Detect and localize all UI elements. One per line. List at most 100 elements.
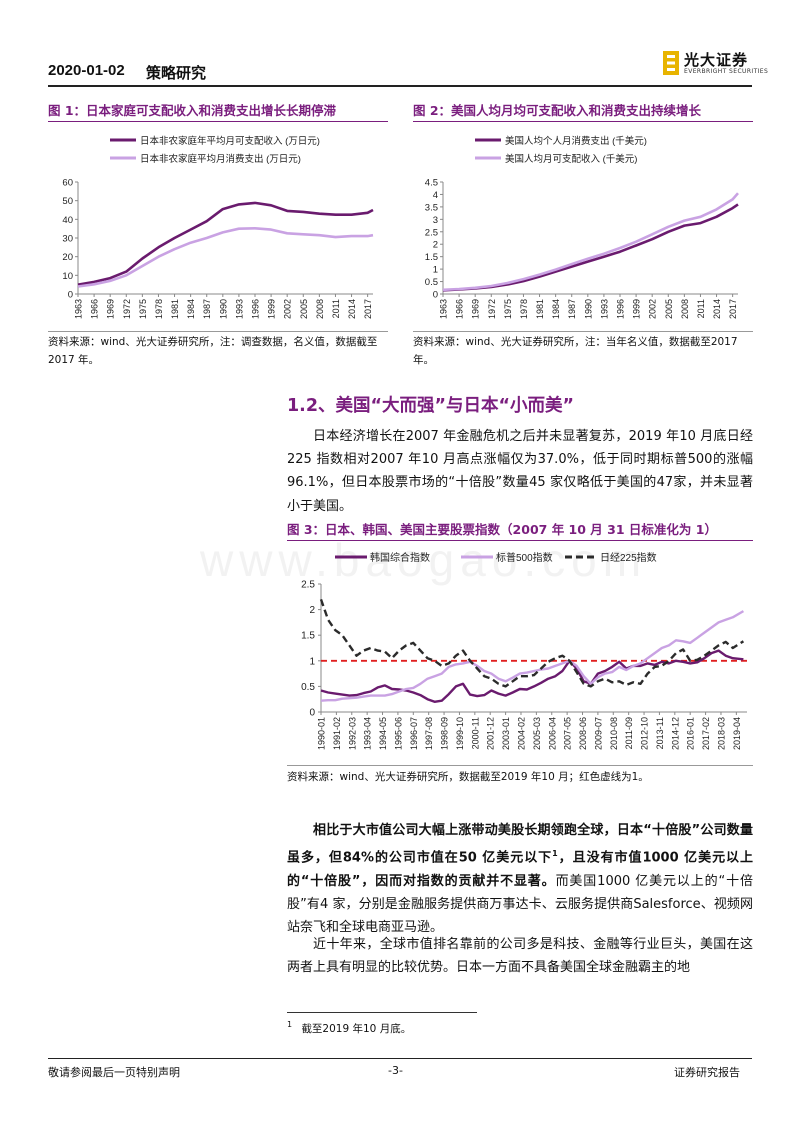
paragraph-2-rest: 而美国1000 亿美元以上的“十倍股”有4 家，分别是金融服务提供商万事达卡、云… bbox=[287, 873, 753, 936]
figure1-x-tick-label: 2017 bbox=[363, 299, 373, 319]
paragraph-1-text: 日本经济增长在2007 年金融危机之后并未显著复苏，2019 年10 月底日经2… bbox=[287, 429, 753, 514]
figure1-y-tick-label: 30 bbox=[62, 234, 73, 245]
figure1-y-tick-label: 10 bbox=[62, 271, 73, 282]
figure2-x-tick-label: 1978 bbox=[519, 299, 529, 319]
figure1-y-tick-label: 20 bbox=[62, 252, 73, 263]
figure3-series-line-2 bbox=[319, 599, 745, 688]
figure3-x-tick-label: 2000-11 bbox=[470, 717, 480, 749]
figure3-x-tick-label: 2019-04 bbox=[732, 717, 742, 750]
figure3-x-tick-label: 2018-03 bbox=[716, 717, 726, 750]
logo-text-en: EVERBRIGHT SECURITIES bbox=[684, 68, 769, 75]
header-rule bbox=[48, 85, 752, 87]
figure2-x-tick-label: 1969 bbox=[471, 299, 481, 319]
figure2-x-tick-label: 2017 bbox=[728, 299, 738, 319]
footnote-ref[interactable]: 1 bbox=[552, 849, 558, 859]
footnote-rule bbox=[287, 1012, 477, 1013]
figure2-legend-label-0: 美国人均个人月消费支出 (千美元) bbox=[505, 135, 647, 147]
paragraph-2-text: 相比于大市值公司大幅上涨带动美股长期领跑全球，日本“十倍股”公司数量虽多，但84… bbox=[287, 819, 753, 939]
footer-disclaimer: 敬请参阅最后一页特别声明 bbox=[48, 1066, 180, 1079]
page-number: -3- bbox=[388, 1064, 403, 1077]
figure1-x-tick-label: 1993 bbox=[234, 299, 244, 319]
figure2-x-tick-label: 1975 bbox=[503, 299, 513, 319]
figure1-x-tick-label: 1981 bbox=[170, 299, 180, 319]
figure2-y-tick-label: 0.5 bbox=[425, 277, 438, 288]
figure3-x-tick-label: 2016-01 bbox=[686, 717, 696, 750]
paragraph-3-text: 近十年来，全球市值排名靠前的公司多是科技、金融等行业巨头，美国在这两者上具有明显… bbox=[287, 937, 753, 976]
figure2-y-tick-label: 3.5 bbox=[425, 202, 438, 213]
figure3-title: 图 3：日本、韩国、美国主要股票指数（2007 年 10 月 31 日标准化为 … bbox=[287, 522, 717, 537]
figure3-x-tick-label: 2008-06 bbox=[578, 717, 588, 750]
figure1-x-tick-label: 1984 bbox=[186, 299, 196, 319]
footnote: 1 截至2019 年10 月底。 bbox=[287, 1020, 411, 1036]
figure3-x-tick-label: 2013-11 bbox=[655, 717, 665, 749]
figure2-y-tick-label: 4 bbox=[433, 190, 438, 201]
figure2-x-tick-label: 1990 bbox=[583, 299, 593, 319]
footnote-number: 1 bbox=[287, 1020, 293, 1029]
paragraph-2-bold-b: ，且没有市值1000 亿美元以上的“十倍股”，因而对指数的贡献并不显著。 bbox=[287, 850, 753, 889]
footer-report-type: 证券研究报告 bbox=[674, 1066, 740, 1079]
figure3-x-tick-label: 2005-03 bbox=[532, 717, 542, 750]
figure2-y-tick-label: 2.5 bbox=[425, 227, 438, 238]
figure1-x-tick-label: 2008 bbox=[315, 299, 325, 319]
figure2-x-tick-label: 2011 bbox=[696, 299, 706, 318]
figure1-title-rule bbox=[48, 121, 388, 122]
figure3-x-tick-label: 2014-12 bbox=[670, 717, 680, 750]
figure2-x-tick-label: 2008 bbox=[680, 299, 690, 319]
footer-rule bbox=[48, 1058, 752, 1059]
figure1-x-tick-label: 2011 bbox=[331, 299, 341, 318]
section-paragraph-2: 相比于大市值公司大幅上涨带动美股长期领跑全球，日本“十倍股”公司数量虽多，但84… bbox=[287, 819, 753, 939]
figure3-x-tick-label: 1990-01 bbox=[317, 717, 327, 750]
footnote-text: 截至2019 年10 月底。 bbox=[301, 1022, 412, 1035]
figure2-x-tick-label: 2005 bbox=[664, 299, 674, 319]
figure2-x-tick-label: 1996 bbox=[616, 299, 626, 319]
figure1-x-tick-label: 1969 bbox=[106, 299, 116, 319]
figure3-legend-label-0: 韩国综合指数 bbox=[370, 551, 430, 564]
paragraph-2-bold-a: 相比于大市值公司大幅上涨带动美股长期领跑全球，日本“十倍股”公司数量虽多，但84… bbox=[287, 823, 753, 866]
figure3-series-line-0 bbox=[320, 649, 744, 704]
figure3-source: 资料来源：wind、光大证券研究所，数据截至2019 年10 月；红色虚线为1。 bbox=[287, 771, 649, 783]
figure3-x-tick-label: 1996-07 bbox=[409, 717, 419, 750]
section-title: 1.2、美国“大而强”与日本“小而美” bbox=[287, 396, 575, 416]
figure3-x-tick-label: 1991-02 bbox=[332, 717, 342, 750]
figure1-y-tick-label: 50 bbox=[62, 196, 73, 207]
figure3-x-tick-label: 2004-02 bbox=[516, 717, 526, 750]
figure2-title: 图 2：美国人均月均可支配收入和消费支出持续增长 bbox=[413, 103, 702, 118]
figure3-legend-label-1: 标普500指数 bbox=[496, 551, 553, 564]
figure3-y-tick-label: 1 bbox=[309, 656, 315, 667]
figure3-chart: 韩国综合指数 标普500指数 日经225指数 0 0.5 1 1.5 2 2.5 1990-01 1… bbox=[301, 551, 751, 750]
figure2-y-tick-label: 3 bbox=[433, 215, 438, 226]
figure3-series-line-1 bbox=[320, 610, 745, 702]
figure3-x-tick-label: 2012-10 bbox=[640, 717, 650, 750]
figure3-y-tick-label: 2 bbox=[309, 605, 315, 616]
figure3-y-tick-label: 2.5 bbox=[301, 580, 315, 591]
report-type: 策略研究 bbox=[146, 64, 207, 82]
figure1-chart: 日本非农家庭年平均月可支配收入 (万日元) 日本非农家庭平均月消费支出 (万日元)… bbox=[62, 135, 374, 319]
report-date: 2020-01-02 bbox=[48, 62, 125, 79]
figure2-x-tick-label: 1984 bbox=[551, 299, 561, 319]
figure1-source: 资料来源：wind、光大证券研究所，注：调查数据，名义值，数据截至2017 年。 bbox=[48, 336, 378, 366]
figure1-x-tick-label: 2005 bbox=[299, 299, 309, 319]
figure1-y-tick-label: 60 bbox=[62, 178, 73, 189]
figure2-x-tick-label: 2002 bbox=[648, 299, 658, 319]
figure3-x-tick-label: 2011-09 bbox=[624, 717, 634, 749]
figure1-x-tick-label: 1990 bbox=[218, 299, 228, 319]
logo-text-cn: 光大证券 bbox=[684, 51, 749, 69]
figure3-title-rule bbox=[287, 540, 753, 541]
figure3-x-tick-label: 2009-07 bbox=[593, 717, 603, 750]
figure2-y-tick-label: 2 bbox=[433, 240, 438, 251]
figure1-x-tick-label: 1975 bbox=[138, 299, 148, 319]
figure3-x-tick-label: 2010-08 bbox=[609, 717, 619, 750]
figure3-bottom-rule bbox=[287, 765, 753, 766]
figure2-y-tick-label: 4.5 bbox=[425, 178, 438, 189]
figure2-y-tick-label: 1 bbox=[433, 265, 438, 276]
figure1-x-tick-label: 2002 bbox=[283, 299, 293, 319]
figure2-y-tick-label: 0 bbox=[433, 290, 438, 301]
figure1-bottom-rule bbox=[48, 331, 388, 332]
figure1-y-tick-label: 0 bbox=[68, 290, 73, 301]
figure1-x-tick-label: 2014 bbox=[347, 299, 357, 319]
figure1-legend-label-1: 日本非农家庭平均月消费支出 (万日元) bbox=[140, 153, 301, 165]
figure2-x-tick-label: 2014 bbox=[712, 299, 722, 319]
figure2-title-rule bbox=[413, 121, 753, 122]
figure1-x-tick-label: 1996 bbox=[251, 299, 261, 319]
figure3-x-tick-label: 2017-02 bbox=[701, 717, 711, 750]
